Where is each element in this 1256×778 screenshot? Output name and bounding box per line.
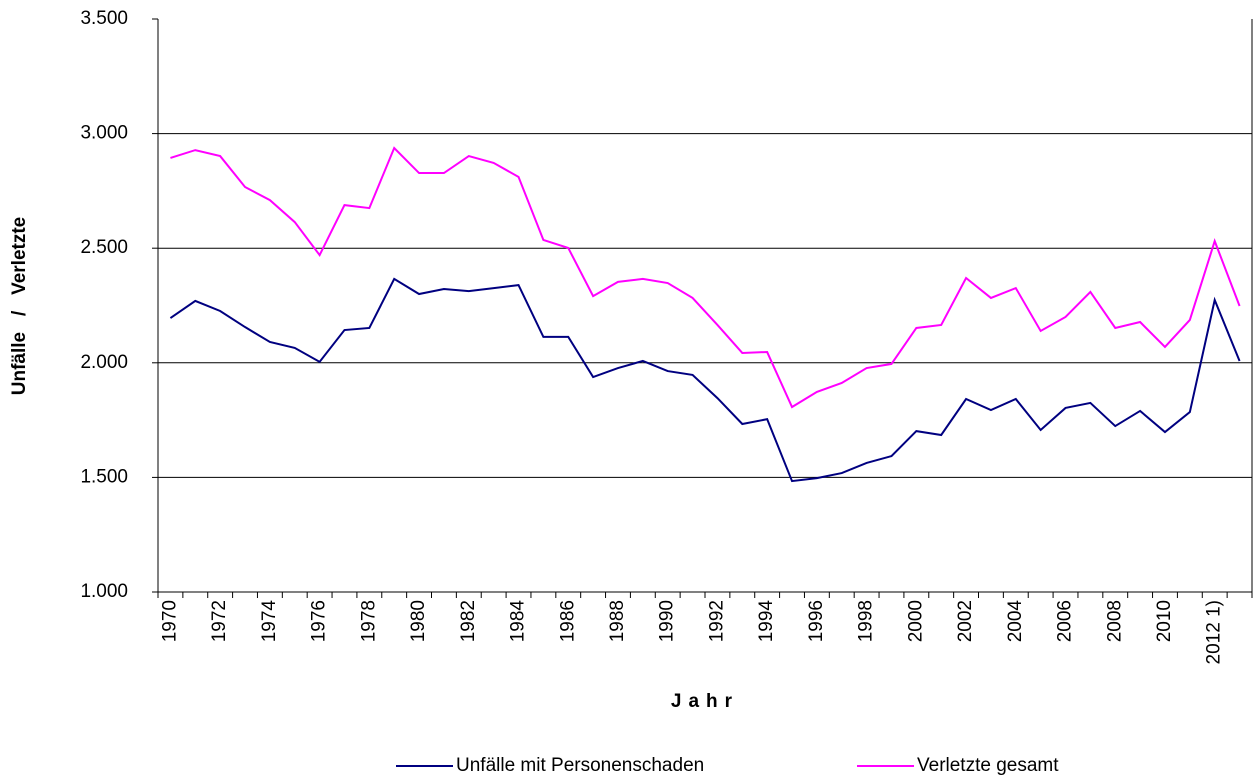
x-tick-label: 1992 [706, 600, 727, 642]
x-tick-label: 1980 [408, 600, 429, 642]
x-tick-label: 1978 [358, 600, 379, 642]
x-tick-label: 1990 [657, 600, 678, 642]
x-tick-label: 1974 [259, 600, 280, 643]
x-tick-label: 1988 [607, 600, 628, 642]
x-tick-label: 2012 1) [1204, 600, 1225, 664]
legend-label: Unfälle mit Personenschaden [456, 755, 704, 776]
x-tick-label: 2006 [1055, 600, 1076, 642]
x-tick-label: 2004 [1005, 600, 1026, 643]
x-tick-label: 1976 [309, 600, 330, 642]
legend-label: Verletzte gesamt [917, 755, 1059, 776]
y-axis-label: Unfälle / Verletzte [9, 217, 30, 395]
series-line [170, 146, 1241, 409]
x-tick-label: 1972 [209, 600, 230, 642]
y-tick-label: 3.000 [80, 123, 128, 144]
series-line [169, 277, 1241, 483]
x-tick-label: 2008 [1104, 600, 1125, 642]
x-tick-label: 1994 [756, 600, 777, 643]
x-tick-label: 1996 [806, 600, 827, 642]
y-tick-label: 2.000 [80, 352, 128, 373]
x-tick-label: 1984 [508, 600, 529, 643]
x-tick-label: 2002 [955, 600, 976, 642]
y-tick-label: 3.500 [80, 8, 128, 29]
x-axis-label: Jahr [671, 691, 739, 712]
x-tick-label: 1970 [159, 600, 180, 642]
x-tick-label: 2000 [905, 600, 926, 642]
x-tick-label: 1986 [557, 600, 578, 642]
x-tick-label: 1998 [856, 600, 877, 642]
x-tick-label: 1982 [458, 600, 479, 642]
y-tick-label: 1.000 [80, 581, 128, 602]
y-tick-label: 1.500 [80, 466, 128, 487]
y-tick-label: 2.500 [80, 237, 128, 258]
x-tick-label: 2010 [1154, 600, 1175, 642]
